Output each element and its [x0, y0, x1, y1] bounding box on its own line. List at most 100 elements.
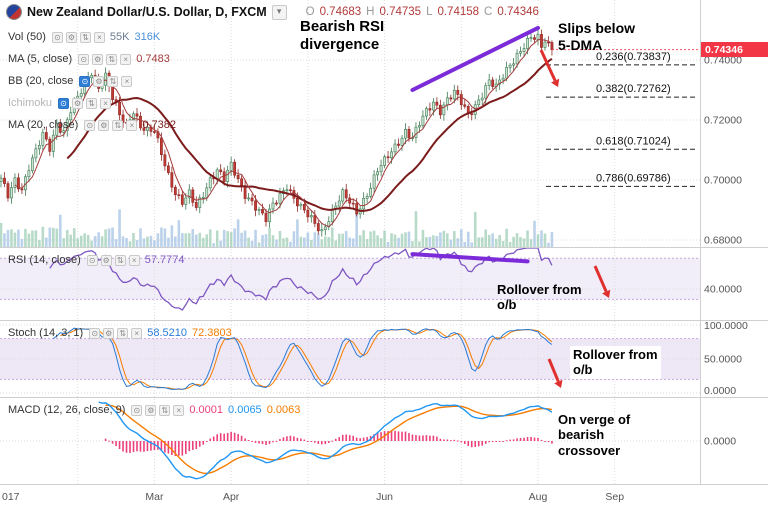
close-value: 0.74346 — [497, 6, 539, 18]
reorder-button[interactable]: ⇅ — [117, 327, 129, 339]
study-label-vol: Vol (50) — [8, 31, 46, 43]
study-value: 0.7483 — [136, 53, 170, 65]
ma20-line — [66, 57, 553, 212]
study-label-ichimoku: Ichimoku — [8, 97, 53, 109]
price-axis-label: 0.68000 — [704, 235, 742, 247]
time-axis-label: 017 — [2, 491, 20, 503]
close-label: C — [484, 6, 493, 18]
visibility-button[interactable]: ⊙ — [78, 53, 90, 65]
close-button[interactable]: × — [126, 119, 138, 131]
close-button[interactable]: × — [121, 75, 133, 87]
study-value: 316K — [134, 31, 161, 43]
high-value: 0.74735 — [379, 6, 422, 18]
arrow-drawing[interactable] — [547, 358, 560, 383]
low-value: 0.74158 — [437, 6, 480, 18]
study-label-ma20: MA (20, close) — [8, 119, 79, 131]
study-value: 57.7774 — [144, 254, 185, 266]
settings-button[interactable]: ⚙ — [93, 75, 105, 87]
reorder-button[interactable]: ⇅ — [86, 97, 98, 109]
reorder-button[interactable]: ⇅ — [112, 119, 124, 131]
study-label-stoch: Stoch (14, 3, 1) — [8, 327, 84, 339]
settings-button[interactable]: ⚙ — [100, 254, 112, 266]
study-legend-ichimoku: Ichimoku ⊙ ⚙ ⇅ × — [8, 96, 112, 110]
annotation-bearish-rsi-divergence[interactable]: Bearish RSI divergence — [300, 18, 385, 53]
visibility-button[interactable]: ⊙ — [51, 31, 63, 43]
time-axis-label: Mar — [145, 491, 164, 503]
stoch-k-line — [53, 327, 553, 391]
reorder-button[interactable]: ⇅ — [159, 404, 171, 416]
arrow-head-icon[interactable] — [554, 379, 563, 388]
arrow-head-icon[interactable] — [551, 78, 560, 87]
settings-button[interactable]: ⚙ — [72, 97, 84, 109]
open-label: O — [305, 6, 315, 18]
trendline-drawing[interactable] — [410, 252, 530, 264]
study-label-rsi: RSI (14, close) — [8, 254, 81, 266]
fib-label: 0.236(0.73837) — [596, 51, 671, 63]
stoch-axis-label: 100.0000 — [704, 320, 748, 332]
high-label: H — [366, 6, 375, 18]
study-legend-ma20: MA (20, close) ⊙ ⚙ ⇅ × 0.7382 — [8, 118, 176, 132]
settings-button[interactable]: ⚙ — [65, 31, 77, 43]
price-axis-label: 0.74000 — [704, 55, 742, 67]
rsi-line — [49, 247, 553, 311]
study-value: 72.3803 — [191, 327, 232, 339]
study-value: 0.7382 — [142, 119, 176, 131]
settings-button[interactable]: ⚙ — [145, 404, 157, 416]
study-value: 58.5210 — [147, 327, 187, 339]
macd-signal-line — [105, 404, 553, 475]
visibility-button[interactable]: ⊙ — [131, 404, 143, 416]
annotation-stoch-rollover[interactable]: Rollover from o/b — [570, 346, 661, 379]
close-button[interactable]: × — [120, 53, 132, 65]
visibility-button[interactable]: ⊙ — [58, 97, 70, 109]
close-button[interactable]: × — [128, 254, 140, 266]
close-button[interactable]: × — [93, 31, 105, 43]
ma5-line — [14, 38, 553, 228]
close-button[interactable]: × — [100, 97, 112, 109]
study-legend-rsi: RSI (14, close) ⊙ ⚙ ⇅ × 57.7774 — [8, 253, 185, 267]
trendline-drawing[interactable] — [410, 25, 540, 92]
study-label-ma5: MA (5, close) — [8, 53, 73, 65]
reorder-button[interactable]: ⇅ — [79, 31, 91, 43]
study-label-macd: MACD (12, 26, close, 9) — [8, 404, 126, 416]
last-price-badge: 0.74346 — [701, 42, 768, 57]
annotation-macd-crossover[interactable]: On verge of bearish crossover — [558, 412, 631, 458]
stoch-axis-label: 0.0000 — [704, 385, 736, 397]
close-button[interactable]: × — [173, 404, 185, 416]
time-axis-label: Apr — [223, 491, 240, 503]
chevron-down-icon[interactable]: ▾ — [271, 4, 287, 20]
arrow-drawing[interactable] — [593, 265, 608, 293]
arrow-drawing[interactable] — [539, 49, 557, 82]
price-axis-label: 0.70000 — [704, 175, 742, 187]
annotation-rsi-rollover[interactable]: Rollover from o/b — [497, 282, 582, 313]
macd-line — [98, 401, 553, 480]
macd-axis-label: 0.0000 — [704, 436, 736, 448]
settings-button[interactable]: ⚙ — [92, 53, 104, 65]
visibility-button[interactable]: ⊙ — [84, 119, 96, 131]
fib-label: 0.618(0.71024) — [596, 135, 671, 147]
settings-button[interactable]: ⚙ — [103, 327, 115, 339]
study-legend-vol: Vol (50) ⊙ ⚙ ⇅ × 55K 316K — [8, 30, 160, 44]
time-axis-label: Aug — [529, 491, 548, 503]
stoch-axis-label: 50.0000 — [704, 354, 742, 366]
study-label-bb: BB (20, close — [8, 75, 74, 87]
reorder-button[interactable]: ⇅ — [107, 75, 119, 87]
study-legend-bb: BB (20, close ⊙ ⚙ ⇅ × — [8, 74, 133, 88]
settings-button[interactable]: ⚙ — [98, 119, 110, 131]
reorder-button[interactable]: ⇅ — [106, 53, 118, 65]
low-label: L — [426, 6, 433, 18]
arrow-head-icon[interactable] — [602, 289, 611, 298]
close-button[interactable]: × — [131, 327, 143, 339]
price-axis-label: 0.72000 — [704, 115, 742, 127]
reorder-button[interactable]: ⇅ — [114, 254, 126, 266]
visibility-button[interactable]: ⊙ — [89, 327, 101, 339]
study-value: 0.0001 — [189, 404, 224, 416]
fib-label: 0.382(0.72762) — [596, 83, 671, 95]
visibility-button[interactable]: ⊙ — [86, 254, 98, 266]
time-axis-label: Jun — [376, 491, 393, 503]
chart-header: New Zealand Dollar/U.S. Dollar, D, FXCM … — [6, 4, 539, 20]
symbol-title[interactable]: New Zealand Dollar/U.S. Dollar, D, FXCM — [27, 5, 267, 19]
annotation-slips-below-5dma[interactable]: Slips below 5-DMA — [558, 20, 636, 53]
visibility-button[interactable]: ⊙ — [79, 75, 91, 87]
fib-label: 0.786(0.69786) — [596, 172, 671, 184]
